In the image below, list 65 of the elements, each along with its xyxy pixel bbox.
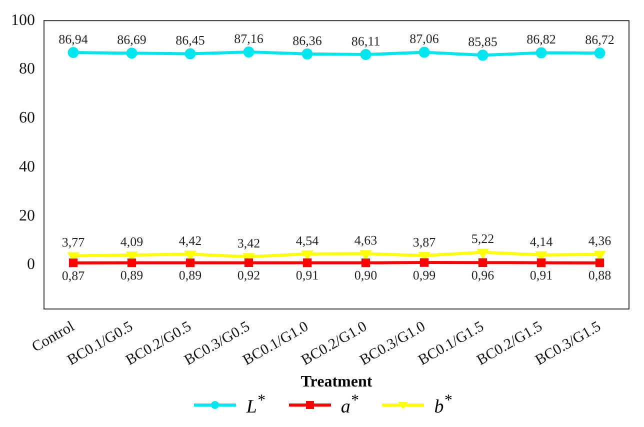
data-label: 86,36 (292, 32, 322, 48)
point (360, 49, 372, 60)
legend-label: L$^{*}$ (246, 392, 265, 418)
legend-label: a$^{*}$ (340, 392, 358, 418)
y-tick-label: 80 (19, 60, 35, 78)
data-label: 0,91 (530, 268, 553, 283)
y-tick-label: 0 (27, 256, 35, 274)
point (594, 250, 605, 260)
point (536, 47, 547, 58)
data-label: 0,89 (120, 268, 144, 283)
point (478, 248, 488, 258)
data-label: 86,82 (526, 32, 556, 47)
data-label: 85,85 (468, 34, 498, 50)
point (126, 48, 138, 59)
data-label: 0,87 (62, 268, 86, 283)
data-label: 0,88 (588, 268, 612, 283)
point (68, 47, 79, 58)
data-label: 86,11 (351, 33, 380, 48)
y-tick-label: 40 (19, 158, 35, 176)
point (302, 258, 312, 268)
point (185, 250, 196, 260)
data-label: 4,63 (354, 232, 378, 248)
data-label: 86,72 (585, 32, 614, 47)
point (244, 258, 254, 268)
data-label: 4,42 (178, 233, 202, 248)
y-tick-label: 100 (11, 12, 35, 29)
data-label: 0,91 (296, 268, 319, 283)
point (595, 258, 604, 268)
point (361, 258, 370, 268)
data-label: 3,42 (237, 236, 260, 251)
data-label: 87,06 (410, 31, 440, 46)
point (477, 50, 488, 61)
data-label: 0,96 (471, 268, 495, 283)
point (360, 250, 371, 260)
data-label: 4,09 (120, 234, 144, 249)
legend-label: b$^{*}$ (434, 392, 452, 418)
data-label: 0,99 (412, 267, 436, 282)
data-label: 86,69 (117, 32, 146, 48)
point (478, 258, 488, 267)
data-label: 0,90 (354, 268, 378, 283)
y-tick-label: 20 (19, 207, 35, 224)
point (418, 46, 430, 58)
point (536, 258, 546, 268)
data-label: 86,45 (176, 32, 205, 48)
data-label: 4,36 (588, 233, 612, 248)
data-label: 3,77 (62, 234, 86, 250)
data-label: 5,22 (471, 231, 494, 246)
point (186, 258, 195, 268)
data-label: 0,92 (237, 268, 260, 283)
point (420, 258, 429, 267)
data-label: 87,16 (234, 30, 264, 46)
data-label: 4,54 (296, 232, 320, 248)
point (68, 258, 78, 268)
x-axis-title: Treatment (300, 374, 373, 391)
point (243, 46, 254, 58)
point (302, 250, 312, 260)
point (594, 48, 606, 59)
data-label: 0,89 (178, 268, 202, 283)
point (184, 48, 196, 60)
y-tick-label: 60 (19, 110, 35, 127)
point (127, 258, 136, 268)
data-label: 4,14 (530, 234, 554, 249)
data-label: 86,94 (58, 31, 88, 46)
point (302, 48, 313, 60)
data-label: 3,87 (412, 234, 436, 250)
